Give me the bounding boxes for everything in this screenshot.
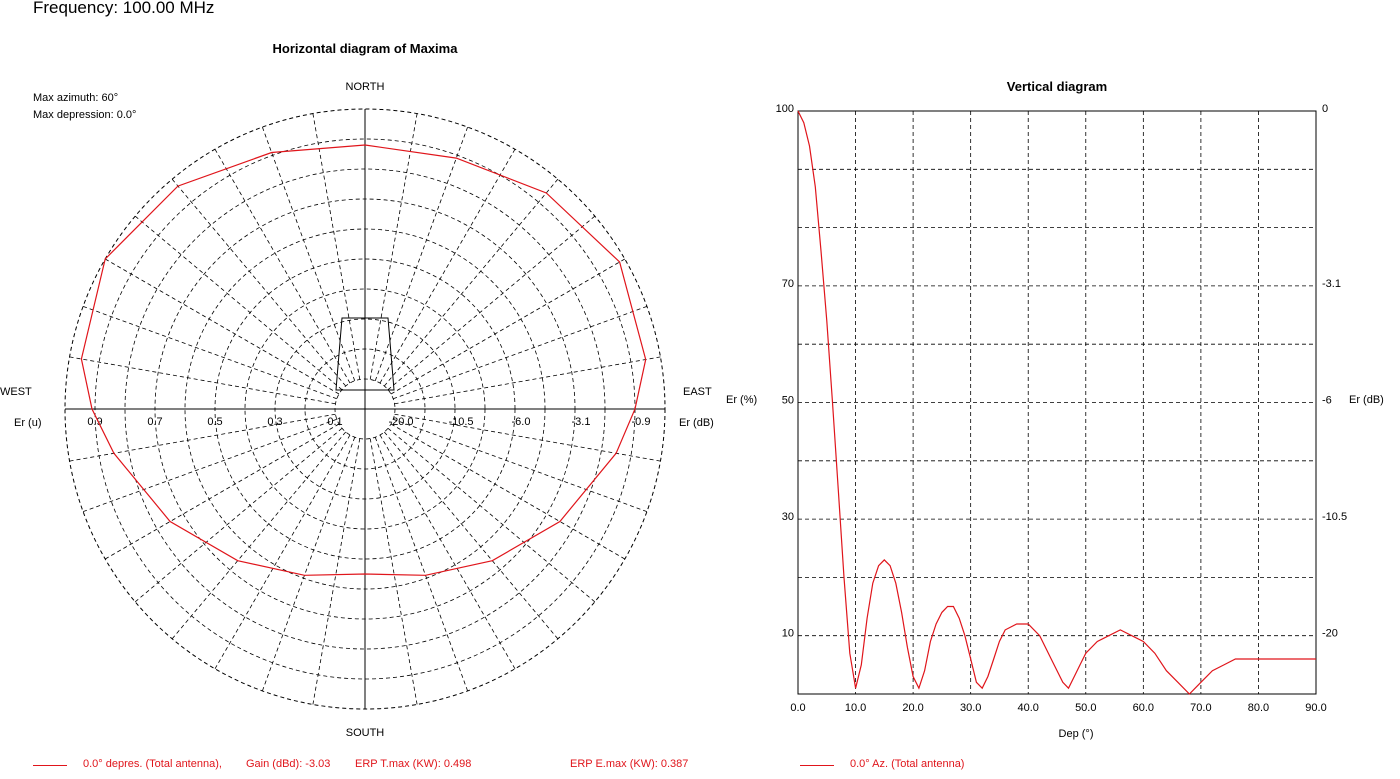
polar-spoke <box>387 215 596 391</box>
polar-spoke <box>171 178 347 387</box>
polar-spoke <box>383 431 559 640</box>
legend-erp-e: ERP E.max (KW): 0.387 <box>570 758 689 770</box>
polar-left-tick: 0.3 <box>267 416 282 428</box>
polar-spoke <box>104 423 340 560</box>
vertical-plot-frame <box>797 110 1317 695</box>
vertical-x-tick: 60.0 <box>1133 702 1154 714</box>
vertical-left-tick: 50 <box>782 395 794 407</box>
polar-spoke <box>393 306 648 400</box>
horizontal-diagram: Horizontal diagram of Maxima Max azimuth… <box>0 41 714 739</box>
vertical-x-tick: 90.0 <box>1305 702 1326 714</box>
polar-spoke <box>214 148 351 384</box>
polar-spoke <box>312 113 361 380</box>
polar-right-tick: -6.0 <box>512 416 531 428</box>
horizontal-title: Horizontal diagram of Maxima <box>273 41 459 56</box>
polar-spoke <box>383 178 559 387</box>
polar-left-tick: 0.1 <box>327 416 342 428</box>
vertical-x-tick: 80.0 <box>1248 702 1269 714</box>
north-label: NORTH <box>346 81 385 93</box>
polar-grid <box>64 108 666 710</box>
er-u-axis-label: Er (u) <box>14 417 42 429</box>
vertical-left-tick: 100 <box>776 103 794 115</box>
polar-spoke <box>262 126 356 381</box>
polar-spoke <box>69 356 336 405</box>
er-db-right-axis-label: Er (dB) <box>1349 394 1384 406</box>
er-db-axis-label: Er (dB) <box>679 417 714 429</box>
polar-right-tick: -10.5 <box>448 416 473 428</box>
vertical-x-tick: 10.0 <box>845 702 866 714</box>
polar-left-tick: 0.9 <box>87 416 102 428</box>
polar-spoke <box>379 148 516 384</box>
polar-spoke <box>369 438 418 705</box>
vertical-x-tick: 70.0 <box>1190 702 1211 714</box>
legend-swatch-vertical <box>800 765 834 766</box>
polar-spoke <box>369 113 418 380</box>
legend-horizontal-series: 0.0° depres. (Total antenna), <box>83 758 222 770</box>
vertical-ticks: 0.0 10.0 20.0 30.0 40.0 50.0 60.0 70.0 80.0 90.0 1… <box>776 103 1347 714</box>
max-azimuth-label: Max azimuth: 60° <box>33 92 118 104</box>
legend-gain: Gain (dBd): -3.03 <box>246 758 331 770</box>
east-label: EAST <box>683 386 712 398</box>
er-percent-axis-label: Er (%) <box>726 394 757 406</box>
legend-swatch-horizontal <box>33 765 67 766</box>
vertical-x-tick: 30.0 <box>960 702 981 714</box>
dep-axis-label: Dep (°) <box>1059 728 1094 740</box>
polar-spoke <box>82 306 337 400</box>
polar-spoke <box>387 427 596 603</box>
polar-spoke <box>134 427 343 603</box>
vertical-x-tick: 20.0 <box>902 702 923 714</box>
vertical-left-tick: 10 <box>782 628 794 640</box>
polar-spoke <box>104 258 340 395</box>
vertical-x-tick: 40.0 <box>1018 702 1039 714</box>
vertical-diagram: Vertical diagram Er (%) Er (dB) Dep (°) … <box>726 79 1384 740</box>
azimuth-sector-marker <box>335 317 395 391</box>
polar-spoke <box>390 258 626 395</box>
polar-spoke <box>390 423 626 560</box>
polar-left-tick: 0.5 <box>207 416 222 428</box>
vertical-title: Vertical diagram <box>1007 79 1107 94</box>
polar-spoke <box>262 437 356 692</box>
polar-spoke <box>394 356 661 405</box>
horizontal-trace <box>80 144 647 576</box>
polar-spoke <box>134 215 343 391</box>
vertical-trace <box>797 110 1316 695</box>
polar-spoke <box>374 437 468 692</box>
polar-spoke <box>214 434 351 670</box>
vertical-right-tick: -10.5 <box>1322 511 1347 523</box>
polar-right-tick: -0.9 <box>632 416 651 428</box>
west-label: WEST <box>0 386 32 398</box>
vertical-x-tick: 0.0 <box>790 702 805 714</box>
vertical-x-tick: 50.0 <box>1075 702 1096 714</box>
polar-spoke <box>379 434 516 670</box>
polar-ticks: 0.9 0.7 0.5 0.3 0.1 -20.0 -10.5 -6.0 -3.1 -0.9 <box>87 416 650 428</box>
south-label: SOUTH <box>346 727 385 739</box>
polar-right-tick: -20.0 <box>388 416 413 428</box>
vertical-right-tick: -3.1 <box>1322 278 1341 290</box>
frequency-label: Frequency: 100.00 MHz <box>33 0 215 17</box>
vertical-right-tick: -6 <box>1322 395 1332 407</box>
polar-right-tick: -3.1 <box>572 416 591 428</box>
vertical-right-tick: 0 <box>1322 103 1328 115</box>
max-depression-label: Max depression: 0.0° <box>33 109 136 121</box>
polar-spoke <box>82 418 337 512</box>
polar-spoke <box>312 438 361 705</box>
vertical-right-tick: -20 <box>1322 628 1338 640</box>
vertical-left-tick: 70 <box>782 278 794 290</box>
polar-spoke <box>69 413 336 462</box>
vertical-grid <box>798 111 1316 694</box>
legend-erp-t: ERP T.max (KW): 0.498 <box>355 758 472 770</box>
legend-vertical-series: 0.0° Az. (Total antenna) <box>850 758 965 770</box>
vertical-left-tick: 30 <box>782 511 794 523</box>
polar-left-tick: 0.7 <box>147 416 162 428</box>
polar-spoke <box>393 418 648 512</box>
polar-spoke <box>171 431 347 640</box>
polar-spoke <box>374 126 468 381</box>
